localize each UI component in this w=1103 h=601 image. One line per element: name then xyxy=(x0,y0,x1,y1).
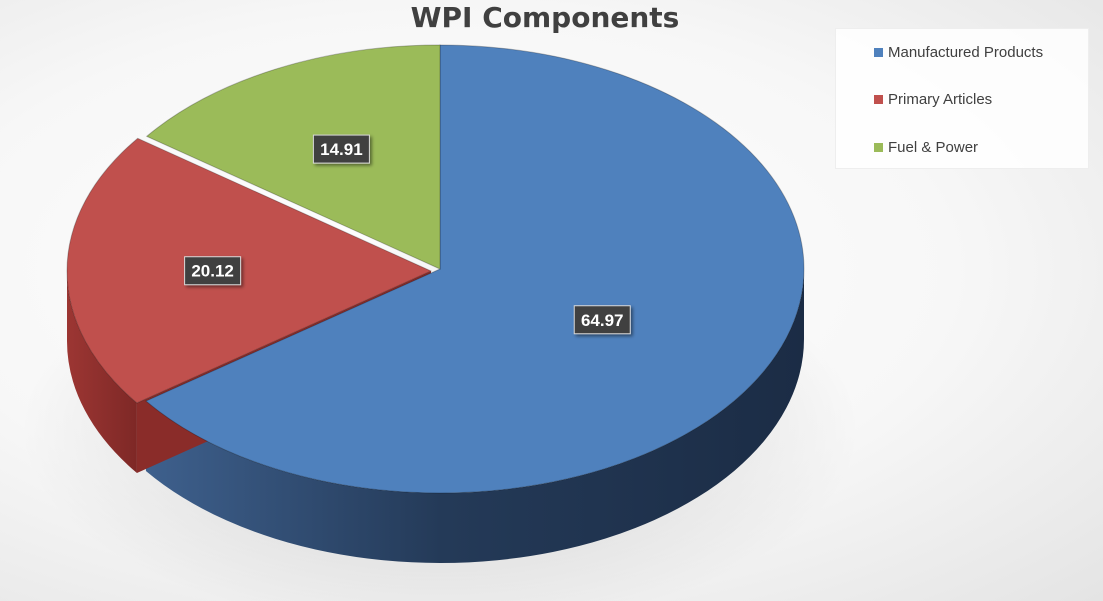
legend-label: Manufactured Products xyxy=(888,43,1044,61)
legend-item-fuel-power: Fuel & Power xyxy=(874,137,978,157)
svg-text:64.97: 64.97 xyxy=(581,311,624,330)
legend-item-manufactured-products: Manufactured Products xyxy=(874,42,1043,62)
data-label-primary-articles: 20.12 xyxy=(184,256,242,286)
pie-slice-primary-articles xyxy=(66,137,433,404)
chart-title: WPI Components xyxy=(410,1,680,34)
legend-swatch xyxy=(874,142,883,152)
pie-slice-fuel-power xyxy=(145,44,441,270)
svg-text:14.91: 14.91 xyxy=(320,140,363,159)
chart-legend: Manufactured Products Primary Articles Fue… xyxy=(835,28,1089,169)
svg-text:20.12: 20.12 xyxy=(191,262,234,281)
legend-item-primary-articles: Primary Articles xyxy=(874,90,992,110)
pie-side-manufactured-products xyxy=(145,269,804,563)
legend-label: Primary Articles xyxy=(888,91,993,108)
data-label-fuel-power: 14.91 xyxy=(312,134,370,164)
legend-swatch xyxy=(874,47,883,57)
data-label-manufactured-products: 64.97 xyxy=(573,305,631,335)
pie-slice-manufactured-products xyxy=(144,44,805,494)
legend-swatch xyxy=(874,95,883,104)
legend-label: Fuel & Power xyxy=(888,138,979,156)
pie-side-primary-articles xyxy=(67,271,137,474)
